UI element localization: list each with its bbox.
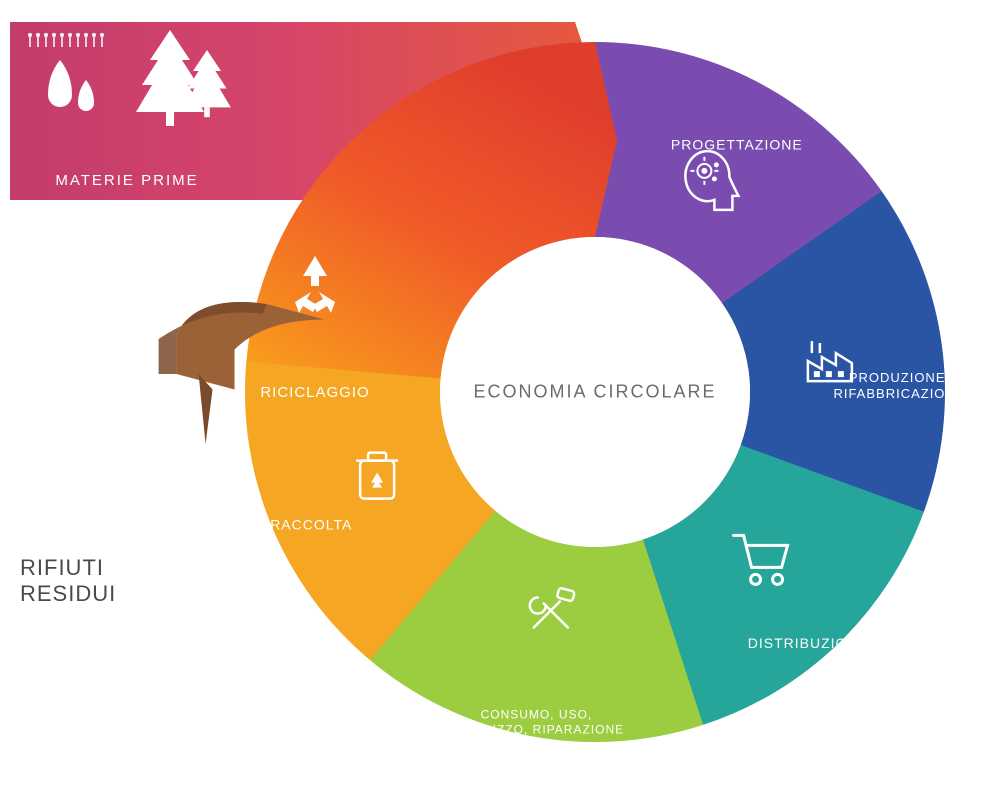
residual-waste-label: RIFIUTI RESIDUI [20, 555, 180, 608]
segment-label-progettazione-line-0: PROGETTAZIONE [671, 137, 803, 153]
segment-label-raccolta-line-0: RACCOLTA [270, 517, 352, 533]
segment-label-raccolta: RACCOLTA [270, 517, 352, 533]
segment-label-distribuzione-line-0: DISTRIBUZIONE [748, 635, 869, 651]
diagram-canvas: MATERIE PRIME PROGETTAZIONE PRODUZIONE,R… [0, 0, 1002, 785]
segment-label-produzione: PRODUZIONE,RIFABBRICAZIONE [833, 370, 965, 401]
segment-label-consumo-line-1: RIUTILIZZO, RIPARAZIONE [449, 722, 624, 736]
segment-label-riciclaggio-line-0: RICICLAGGIO [260, 384, 369, 401]
input-label: MATERIE PRIME [55, 172, 198, 189]
segment-label-produzione-line-1: RIFABBRICAZIONE [833, 386, 965, 401]
segment-label-produzione-line-0: PRODUZIONE, [849, 370, 950, 385]
residual-line-2: RESIDUI [20, 581, 116, 606]
segment-label-consumo-line-0: CONSUMO, USO, [481, 707, 593, 721]
segment-label-riciclaggio: RICICLAGGIO [260, 384, 369, 401]
center-title: ECONOMIA CIRCOLARE [473, 382, 716, 403]
segment-label-distribuzione: DISTRIBUZIONE [748, 635, 869, 651]
segment-label-progettazione: PROGETTAZIONE [671, 137, 803, 153]
residual-arrow-head [199, 374, 213, 444]
residual-line-1: RIFIUTI [20, 555, 104, 580]
